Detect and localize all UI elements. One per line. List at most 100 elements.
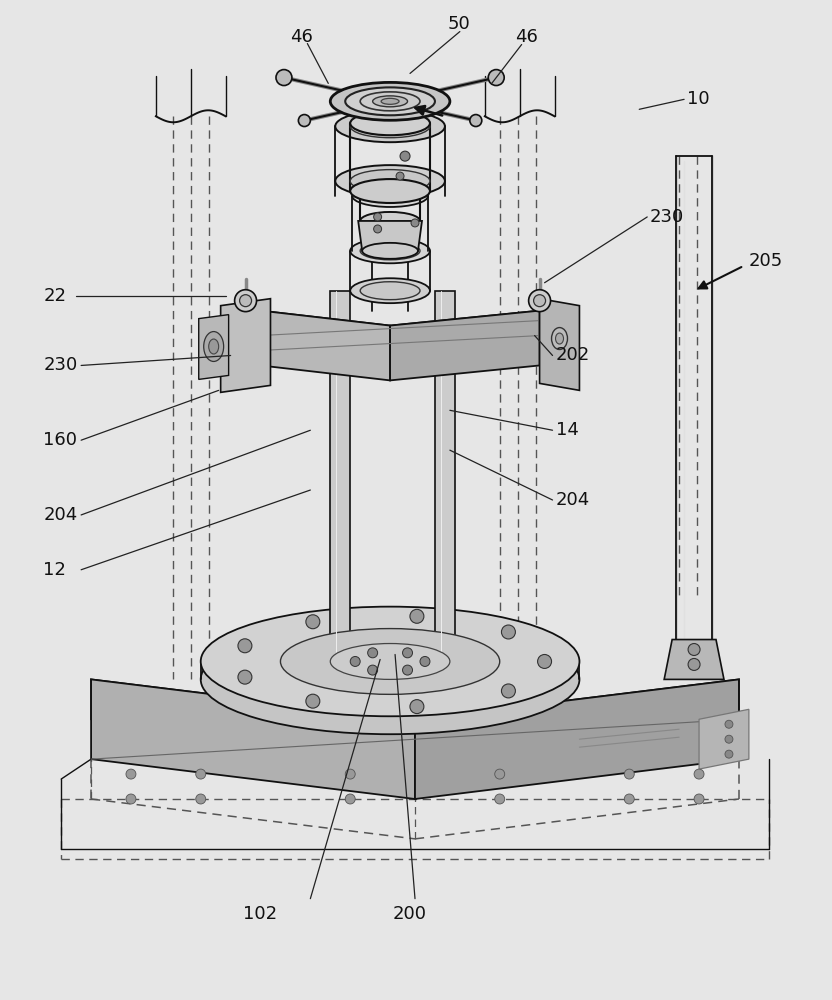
Circle shape <box>495 794 505 804</box>
Circle shape <box>368 648 378 658</box>
Text: 50: 50 <box>448 15 471 33</box>
Circle shape <box>374 213 382 221</box>
Circle shape <box>410 609 423 623</box>
Ellipse shape <box>204 332 224 361</box>
Ellipse shape <box>345 87 435 115</box>
Circle shape <box>403 665 413 675</box>
Circle shape <box>368 665 378 675</box>
Ellipse shape <box>352 185 428 207</box>
Ellipse shape <box>350 238 430 263</box>
Circle shape <box>688 658 700 670</box>
Circle shape <box>725 735 733 743</box>
Ellipse shape <box>556 333 563 344</box>
Text: 202: 202 <box>556 346 590 364</box>
Ellipse shape <box>362 243 418 259</box>
Polygon shape <box>199 315 229 379</box>
Polygon shape <box>435 291 455 659</box>
Circle shape <box>694 769 704 779</box>
Circle shape <box>196 769 206 779</box>
Polygon shape <box>390 311 540 380</box>
Circle shape <box>196 794 206 804</box>
Polygon shape <box>664 640 724 679</box>
Circle shape <box>420 656 430 666</box>
Circle shape <box>299 115 310 127</box>
Polygon shape <box>91 679 739 759</box>
Text: 205: 205 <box>749 252 783 270</box>
Ellipse shape <box>350 179 430 203</box>
Ellipse shape <box>209 339 219 354</box>
Circle shape <box>488 70 504 86</box>
Text: 46: 46 <box>290 28 314 46</box>
Ellipse shape <box>528 290 551 312</box>
Circle shape <box>688 644 700 655</box>
Text: 204: 204 <box>556 491 590 509</box>
Ellipse shape <box>330 644 450 679</box>
Circle shape <box>411 219 419 227</box>
Ellipse shape <box>360 212 420 230</box>
Ellipse shape <box>201 607 579 716</box>
Circle shape <box>495 769 505 779</box>
Circle shape <box>400 151 410 161</box>
Ellipse shape <box>335 110 445 142</box>
Text: 22: 22 <box>43 287 67 305</box>
Circle shape <box>374 225 382 233</box>
Ellipse shape <box>240 295 251 307</box>
Polygon shape <box>260 311 390 380</box>
Text: 14: 14 <box>556 421 578 439</box>
Polygon shape <box>415 679 739 799</box>
Circle shape <box>350 656 360 666</box>
Circle shape <box>502 684 515 698</box>
Circle shape <box>126 769 136 779</box>
Text: 160: 160 <box>43 431 77 449</box>
Text: 12: 12 <box>43 561 66 579</box>
Polygon shape <box>330 291 350 659</box>
Polygon shape <box>699 709 749 769</box>
Polygon shape <box>220 299 270 392</box>
Ellipse shape <box>350 278 430 303</box>
Circle shape <box>403 648 413 658</box>
Circle shape <box>345 769 355 779</box>
Polygon shape <box>359 221 422 251</box>
Circle shape <box>502 625 515 639</box>
Ellipse shape <box>365 215 415 230</box>
Circle shape <box>396 172 404 180</box>
Circle shape <box>410 700 423 714</box>
Circle shape <box>126 794 136 804</box>
Circle shape <box>306 694 319 708</box>
Circle shape <box>537 654 552 668</box>
Text: 46: 46 <box>515 28 537 46</box>
Circle shape <box>345 794 355 804</box>
Circle shape <box>725 720 733 728</box>
Circle shape <box>238 670 252 684</box>
Text: 102: 102 <box>244 905 278 923</box>
Ellipse shape <box>350 115 430 138</box>
Ellipse shape <box>381 98 399 104</box>
Polygon shape <box>260 311 540 355</box>
Circle shape <box>624 769 634 779</box>
Ellipse shape <box>360 242 420 260</box>
Circle shape <box>306 615 319 629</box>
Ellipse shape <box>335 165 445 197</box>
Circle shape <box>725 750 733 758</box>
Polygon shape <box>540 299 579 390</box>
Text: 10: 10 <box>687 90 710 108</box>
Ellipse shape <box>201 625 579 734</box>
Ellipse shape <box>360 282 420 300</box>
Ellipse shape <box>373 96 408 107</box>
Polygon shape <box>91 679 415 799</box>
Circle shape <box>238 639 252 653</box>
Ellipse shape <box>350 170 430 193</box>
Text: 230: 230 <box>649 208 683 226</box>
Text: 200: 200 <box>393 905 427 923</box>
Text: 230: 230 <box>43 356 77 374</box>
Ellipse shape <box>360 92 420 111</box>
Ellipse shape <box>330 82 450 120</box>
Circle shape <box>694 794 704 804</box>
Ellipse shape <box>552 328 567 350</box>
Circle shape <box>276 70 292 86</box>
Ellipse shape <box>235 290 256 312</box>
Text: 204: 204 <box>43 506 77 524</box>
Ellipse shape <box>350 111 430 135</box>
Ellipse shape <box>280 629 500 694</box>
Circle shape <box>470 115 482 127</box>
